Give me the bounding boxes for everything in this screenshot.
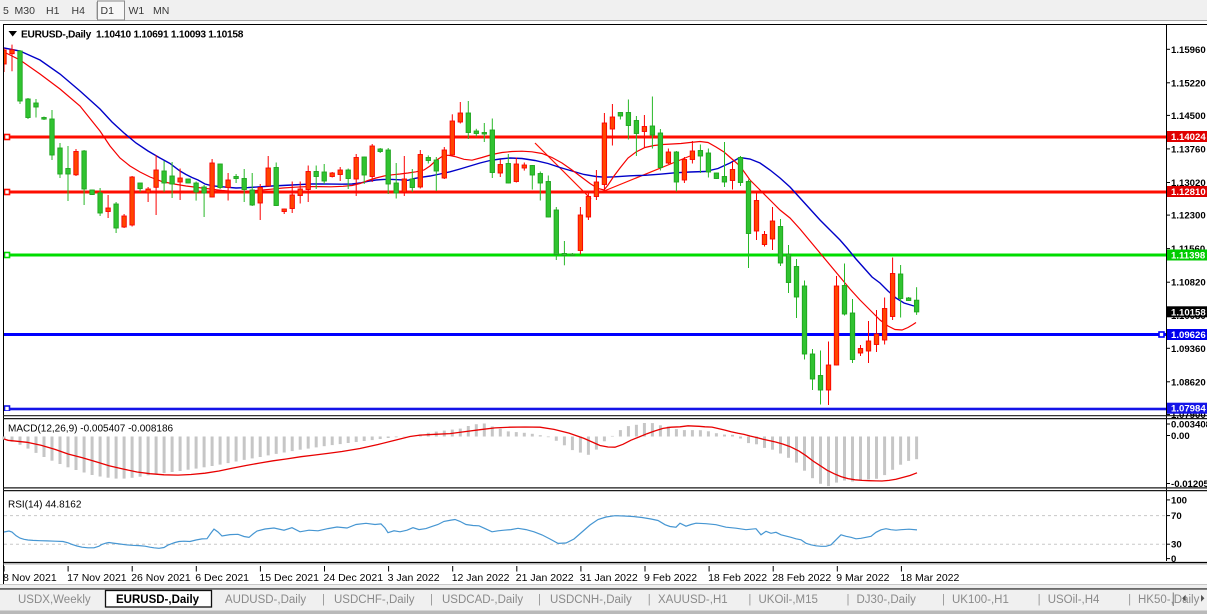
- svg-text:1.10820: 1.10820: [1171, 278, 1206, 289]
- svg-text:EURUSD-,Daily: EURUSD-,Daily: [116, 594, 200, 606]
- svg-text:-0.012058: -0.012058: [1171, 479, 1207, 490]
- svg-text:6 Dec 2021: 6 Dec 2021: [195, 572, 249, 584]
- svg-text:|: |: [748, 594, 751, 606]
- svg-text:0.003408: 0.003408: [1171, 420, 1207, 431]
- svg-text:1.10158: 1.10158: [1171, 307, 1206, 318]
- svg-text:17 Nov 2021: 17 Nov 2021: [67, 572, 127, 584]
- svg-text:|: |: [648, 594, 651, 606]
- svg-text:28 Feb 2022: 28 Feb 2022: [772, 572, 831, 584]
- svg-text:H4: H4: [72, 5, 86, 17]
- svg-text:DJ30-,Daily: DJ30-,Daily: [857, 594, 917, 606]
- svg-text:W1: W1: [129, 5, 145, 17]
- svg-text:3 Jan 2022: 3 Jan 2022: [388, 572, 440, 584]
- svg-text:XAUUSD-,H1: XAUUSD-,H1: [658, 594, 728, 606]
- svg-text:H1: H1: [46, 5, 60, 17]
- svg-text:0.00: 0.00: [1171, 431, 1190, 442]
- svg-text:|: |: [847, 594, 850, 606]
- svg-text:1.12810: 1.12810: [1171, 187, 1206, 198]
- svg-text:1.15960: 1.15960: [1171, 45, 1206, 56]
- svg-text:30: 30: [1171, 540, 1182, 551]
- svg-text:100: 100: [1171, 495, 1187, 506]
- svg-text:HK50-,Daily: HK50-,Daily: [1138, 594, 1200, 606]
- svg-text:5: 5: [3, 5, 9, 17]
- svg-text:M30: M30: [15, 5, 36, 17]
- svg-text:1.09360: 1.09360: [1171, 344, 1206, 355]
- svg-text:12 Jan 2022: 12 Jan 2022: [452, 572, 510, 584]
- svg-text:1.09626: 1.09626: [1171, 330, 1206, 341]
- svg-text:MN: MN: [153, 5, 169, 17]
- svg-text:1.13020: 1.13020: [1171, 178, 1206, 189]
- svg-text:0: 0: [1171, 554, 1176, 565]
- svg-text:1.14024: 1.14024: [1171, 132, 1206, 143]
- svg-text:1.08620: 1.08620: [1171, 377, 1206, 388]
- svg-text:9 Feb 2022: 9 Feb 2022: [644, 572, 697, 584]
- svg-text:D1: D1: [101, 5, 115, 17]
- svg-text:USOil-,H4: USOil-,H4: [1048, 594, 1100, 606]
- svg-text:EURUSD-,Daily 1.10410 1.10691: EURUSD-,Daily 1.10410 1.10691 1.10093 1.…: [21, 30, 244, 41]
- svg-text:9 Mar 2022: 9 Mar 2022: [836, 572, 889, 584]
- svg-text:USDCHF-,Daily: USDCHF-,Daily: [334, 594, 415, 606]
- svg-text:USDCAD-,Daily: USDCAD-,Daily: [442, 594, 523, 606]
- svg-text:70: 70: [1171, 511, 1182, 522]
- svg-text:26 Nov 2021: 26 Nov 2021: [131, 572, 191, 584]
- svg-text:1.07984: 1.07984: [1171, 404, 1206, 415]
- svg-text:|: |: [1128, 594, 1131, 606]
- svg-text:MACD(12,26,9) -0.005407 -0.008: MACD(12,26,9) -0.005407 -0.008186: [8, 424, 174, 435]
- svg-text:1.11398: 1.11398: [1171, 251, 1206, 262]
- svg-text:1.15220: 1.15220: [1171, 78, 1206, 89]
- svg-text:|: |: [538, 594, 541, 606]
- svg-text:USDX,Weekly: USDX,Weekly: [18, 594, 91, 606]
- svg-text:18 Mar 2022: 18 Mar 2022: [900, 572, 959, 584]
- svg-text:1.13760: 1.13760: [1171, 144, 1206, 155]
- svg-text:1.12300: 1.12300: [1171, 211, 1206, 222]
- svg-text:15 Dec 2021: 15 Dec 2021: [259, 572, 319, 584]
- svg-text:8 Nov 2021: 8 Nov 2021: [3, 572, 57, 584]
- svg-text:1.07900: 1.07900: [1171, 410, 1206, 421]
- svg-text:|: |: [1038, 594, 1041, 606]
- svg-text:AUDUSD-,Daily: AUDUSD-,Daily: [225, 594, 306, 606]
- svg-text:USDCNH-,Daily: USDCNH-,Daily: [550, 594, 632, 606]
- svg-text:1.14500: 1.14500: [1171, 111, 1206, 122]
- svg-text:UK100-,H1: UK100-,H1: [952, 594, 1009, 606]
- svg-text:|: |: [942, 594, 945, 606]
- svg-text:31 Jan 2022: 31 Jan 2022: [580, 572, 638, 584]
- svg-text:RSI(14) 44.8162: RSI(14) 44.8162: [8, 500, 82, 511]
- svg-text:24 Dec 2021: 24 Dec 2021: [324, 572, 384, 584]
- svg-text:UKOil-,M15: UKOil-,M15: [759, 594, 818, 606]
- svg-text:|: |: [322, 594, 325, 606]
- svg-text:|: |: [430, 594, 433, 606]
- svg-text:21 Jan 2022: 21 Jan 2022: [516, 572, 574, 584]
- svg-text:18 Feb 2022: 18 Feb 2022: [708, 572, 767, 584]
